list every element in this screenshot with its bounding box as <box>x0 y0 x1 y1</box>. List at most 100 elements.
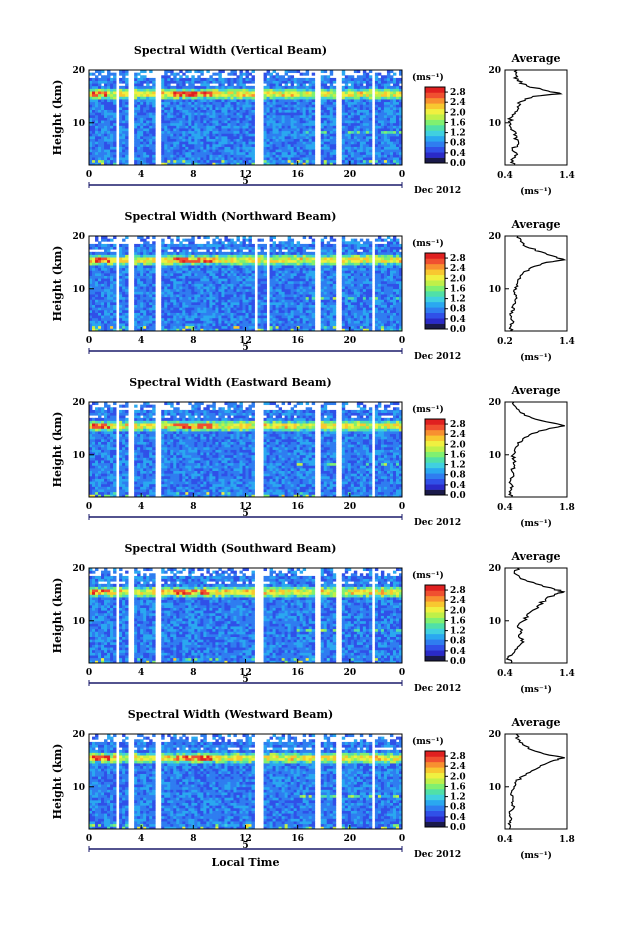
heatmap-cell <box>287 96 292 100</box>
heatmap-cell <box>269 325 273 329</box>
heatmap-cell <box>185 146 189 150</box>
heatmap-cell <box>392 91 397 95</box>
heatmap-cell <box>374 128 379 132</box>
heatmap-cell <box>104 238 108 242</box>
heatmap-cell <box>98 323 102 327</box>
heatmap-cell <box>170 157 174 161</box>
heatmap-cell <box>395 77 400 81</box>
heatmap-cell <box>143 99 147 103</box>
heatmap-cell <box>203 296 207 300</box>
heatmap-cell <box>143 88 147 92</box>
heatmap-cell <box>359 112 364 116</box>
heatmap-cell <box>308 88 313 92</box>
heatmap-cell <box>146 80 150 84</box>
heatmap-cell <box>329 99 334 103</box>
heatmap-cell <box>161 296 165 300</box>
heatmap-cell <box>218 80 222 84</box>
heatmap-cell <box>281 141 286 145</box>
heatmap-cell <box>302 125 307 129</box>
heatmap-cell <box>233 135 237 140</box>
heatmap-cell <box>308 151 313 155</box>
heatmap-cell <box>209 106 213 110</box>
heatmap-cell <box>125 307 129 311</box>
heatmap-cell <box>386 99 391 103</box>
heatmap-cell <box>347 154 352 158</box>
heatmap-cell <box>320 143 325 147</box>
heatmap-cell <box>149 265 153 269</box>
heatmap-cell <box>125 304 129 308</box>
heatmap-cell <box>341 149 346 153</box>
heatmap-cell <box>206 265 210 269</box>
heatmap-cell <box>200 328 204 332</box>
heatmap-cell <box>287 159 292 163</box>
heatmap-cell <box>191 149 195 153</box>
heatmap-cell <box>278 77 283 81</box>
heatmap-cell <box>275 122 280 126</box>
heatmap-cell <box>182 162 186 166</box>
heatmap-cell <box>104 151 108 155</box>
heatmap-cell <box>215 151 219 155</box>
heatmap-cell <box>263 275 267 279</box>
heatmap-cell <box>266 101 270 105</box>
heatmap-cell <box>263 99 267 103</box>
heatmap-cell <box>140 151 144 155</box>
heatmap-cell <box>284 125 289 129</box>
heatmap-cell <box>326 157 331 161</box>
heatmap-cell <box>95 328 99 332</box>
heatmap-cell <box>329 117 334 121</box>
heatmap-cell <box>194 304 198 308</box>
heatmap-cell <box>185 135 189 140</box>
heatmap-cell <box>248 328 252 332</box>
heatmap-cell <box>212 299 216 303</box>
heatmap-cell <box>182 283 186 287</box>
heatmap-cell <box>191 236 195 240</box>
heatmap-cell <box>176 291 180 295</box>
heatmap-cell <box>212 249 216 253</box>
heatmap-cell <box>251 243 255 247</box>
heatmap-cell <box>260 270 264 274</box>
heatmap-cell <box>209 91 213 95</box>
heatmap-cell <box>107 135 111 140</box>
heatmap-cell <box>233 122 237 126</box>
heatmap-cell <box>170 312 174 316</box>
heatmap-cell <box>362 96 367 100</box>
heatmap-cell <box>230 246 234 250</box>
heatmap-cell <box>206 146 210 150</box>
heatmap-cell <box>230 299 234 303</box>
heatmap-cell <box>293 143 298 147</box>
heatmap-cell <box>362 114 367 118</box>
heatmap-cell <box>350 146 355 150</box>
heatmap-cell <box>167 130 171 134</box>
panel-1: Spectral Width (Northward Beam)2010Heigh… <box>51 210 575 363</box>
heatmap-cell <box>152 88 156 92</box>
heatmap-cell <box>323 151 328 155</box>
heatmap-cell <box>212 262 216 266</box>
heatmap-cell <box>215 91 219 95</box>
heatmap-cell <box>194 85 198 89</box>
heatmap-cell <box>251 294 255 298</box>
heatmap-cell <box>164 133 168 137</box>
heatmap-cell <box>230 83 234 87</box>
heatmap-cell <box>194 120 198 124</box>
heatmap-cell <box>287 143 292 147</box>
heatmap-cell <box>104 157 108 161</box>
heatmap-cell <box>248 133 252 137</box>
heatmap-cell <box>344 96 349 100</box>
heatmap-cell <box>194 301 198 306</box>
heatmap-cell <box>212 154 216 158</box>
heatmap-cell <box>104 117 108 121</box>
heatmap-cell <box>341 80 346 84</box>
heatmap-cell <box>227 104 231 108</box>
heatmap-cell <box>161 154 165 158</box>
heatmap-cell <box>188 328 192 332</box>
heatmap-cell <box>242 141 246 145</box>
heatmap-cell <box>104 283 108 287</box>
heatmap-cell <box>251 257 255 261</box>
heatmap-cell <box>389 117 394 121</box>
heatmap-cell <box>383 112 388 116</box>
heatmap-cell <box>368 93 373 97</box>
heatmap-cell <box>227 128 231 132</box>
heatmap-cell <box>119 120 123 124</box>
heatmap-cell <box>164 251 168 255</box>
heatmap-cell <box>122 262 126 266</box>
